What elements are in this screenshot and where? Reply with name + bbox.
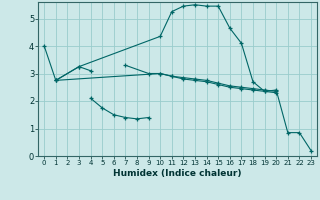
X-axis label: Humidex (Indice chaleur): Humidex (Indice chaleur) <box>113 169 242 178</box>
